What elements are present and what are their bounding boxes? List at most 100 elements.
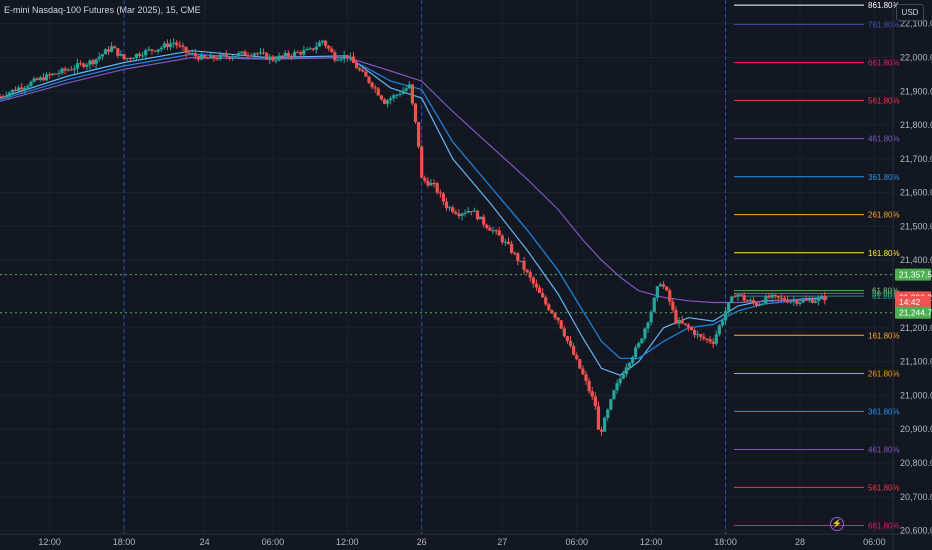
fib-label: 61.80% [872,292,899,301]
ema-mid-line [0,53,828,359]
candle-body [630,357,635,363]
candle-body [590,391,594,397]
price-tick-label: 21,800.00 [900,120,932,130]
currency-button[interactable]: USD [896,4,924,21]
candle-body [82,63,86,67]
candle-body [85,64,89,67]
fib-label: 561.80% [868,96,900,105]
candle-body [379,95,383,100]
price-axis[interactable]: 22,100.00 22,000.00 21,900.00 21,800.00 21,7… [892,0,932,550]
candle-body [696,334,700,336]
chart-title: E-mini Nasdaq-100 Futures (Mar 2025), 15… [4,5,201,15]
price-marker-badge [895,296,931,309]
candle-body [736,294,740,297]
candle-body [522,260,526,270]
time-tick-label: 06:00 [863,537,886,547]
candle-body [432,182,436,184]
candle-body [680,320,684,324]
candle-body [401,90,405,95]
candle-body [361,70,365,72]
fibonacci-extension[interactable]: 861.80% 761.80% 661.80% 561.80% 461.80% 361.8… [734,1,900,531]
candle-body [531,277,535,284]
candle-body [172,42,176,44]
candle-body [485,224,489,228]
candle-body [441,193,445,202]
candle-body [367,76,371,83]
candle-body [246,55,250,57]
candle-body [596,406,601,430]
candle-body [17,87,21,91]
candle-body [382,99,387,104]
price-tick-label: 20,700.00 [900,492,932,502]
candle-body [416,122,421,147]
candle-body [32,78,36,82]
candle-body [252,53,256,56]
candle-body [807,299,811,301]
candle-body [221,54,225,56]
candle-body [79,63,83,65]
price-tick-label: 21,700.00 [900,154,932,164]
candle-body [559,320,563,329]
candle-body [779,297,783,299]
candle-body [66,69,70,71]
candle-body [798,302,802,304]
candle-body [717,325,721,335]
time-axis[interactable]: 12:00 18:00 24 06:00 12:00 26 27 06:00 12:00 18:0… [0,533,932,547]
candle-body [63,68,67,71]
price-tick-label: 21,100.00 [900,357,932,367]
candle-body [274,60,278,62]
candle-body [128,58,132,60]
lightning-icon[interactable]: ⚡ [830,517,844,531]
candle-body [395,94,399,96]
candle-body [199,55,204,60]
candle-body [224,54,228,57]
candle-body [426,180,430,186]
candle-body [823,296,827,301]
horizontal-levels[interactable] [0,274,893,314]
candle-body [714,334,718,344]
candle-body [209,55,213,59]
candle-body [392,95,396,99]
price-marker-label: 21,357.50 [899,270,932,280]
candle-body [488,227,492,231]
candle-body [624,367,628,375]
candle-body [271,56,275,61]
candle-body [339,59,343,61]
time-tick-label: 12:00 [336,537,359,547]
candle-body [801,299,805,303]
candle-body [513,252,517,254]
candle-body [572,346,576,355]
ema-fast-line [0,50,828,376]
candle-body [820,296,824,298]
candle-body [754,302,759,306]
candle-body [35,78,39,80]
candle-body [72,68,77,70]
candle-body [730,296,734,303]
price-marker-badge [895,268,931,281]
candle-body [277,55,281,61]
candle-body [789,301,793,303]
candle-body [751,300,756,303]
time-tick-label: 28 [795,537,805,547]
candle-body [534,283,539,288]
price-marker-label: 21,244.75 [899,308,932,318]
candle-body [553,313,557,318]
candle-body [705,338,709,340]
candle-body [38,77,42,80]
candle-body [723,311,728,321]
candle-body [153,50,157,52]
candle-body [460,213,464,216]
candle-body [342,55,346,60]
candle-body [41,77,46,81]
candle-body [816,297,821,302]
candle-body [407,84,411,89]
candle-body [510,243,514,253]
candle-body [469,211,473,213]
candle-body [603,417,607,432]
candle-body [26,85,30,88]
candle-body [758,303,762,306]
candle-body [547,304,551,311]
candle-body [184,46,188,53]
candle-body [516,253,520,261]
